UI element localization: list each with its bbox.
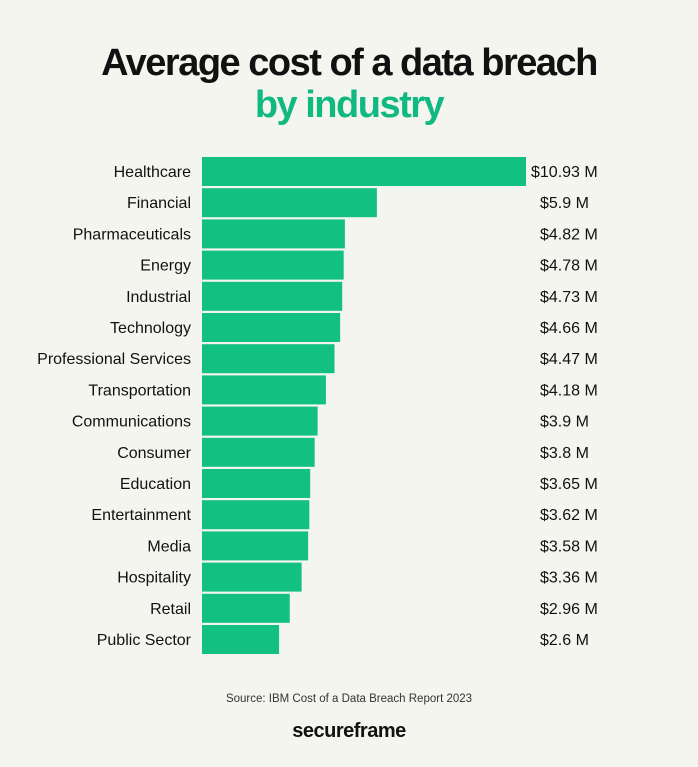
category-label: Public Sector <box>97 632 192 649</box>
bar-hospitality <box>202 562 302 592</box>
bar-industrial <box>202 281 343 311</box>
bar-energy <box>202 250 344 280</box>
value-label: $3.65 M <box>540 476 598 493</box>
value-label: $4.47 M <box>540 351 598 368</box>
bar-technology <box>202 313 341 342</box>
bar-healthcare <box>202 157 526 186</box>
bar-pharmaceuticals <box>202 219 345 249</box>
bar-financial <box>202 188 377 218</box>
value-label: $3.8 M <box>540 445 589 462</box>
chart-title-line1: Average cost of a data breach <box>101 42 598 84</box>
value-label: $3.62 M <box>540 507 598 524</box>
category-label: Technology <box>110 320 191 337</box>
value-label: $4.82 M <box>540 226 598 243</box>
source-note: Source: IBM Cost of a Data Breach Report… <box>225 693 473 705</box>
category-label: Communications <box>72 414 191 431</box>
value-label: $3.58 M <box>540 538 598 555</box>
category-label: Retail <box>150 601 191 618</box>
bar-retail <box>202 593 290 623</box>
category-label: Financial <box>127 195 191 212</box>
value-label: $3.36 M <box>540 570 598 587</box>
category-label: Professional Services <box>37 351 191 368</box>
value-label: $10.93 M <box>531 164 598 181</box>
bar-media <box>202 531 309 561</box>
category-label: Entertainment <box>91 507 191 524</box>
value-label: $4.66 M <box>540 320 598 337</box>
category-label: Education <box>120 476 191 493</box>
bar-public-sector <box>202 625 280 654</box>
category-label: Media <box>147 538 191 555</box>
value-label: $2.6 M <box>540 632 589 649</box>
bar-communications <box>202 406 318 436</box>
bar-transportation <box>202 375 326 405</box>
value-label: $4.18 M <box>540 382 598 399</box>
chart-title-line2: by industry <box>254 84 445 126</box>
value-label: $5.9 M <box>540 195 589 212</box>
category-label: Healthcare <box>114 164 191 181</box>
value-label: $3.9 M <box>540 414 589 431</box>
bar-chart: Healthcare $10.93 M Financial $5.9 M Pharmac… <box>37 157 598 654</box>
bar-entertainment <box>202 500 310 530</box>
bar-professional-services <box>202 344 335 374</box>
bar-consumer <box>202 437 315 467</box>
category-label: Transportation <box>88 382 191 399</box>
category-label: Industrial <box>126 289 191 306</box>
category-label: Energy <box>140 258 191 275</box>
bar-education <box>202 469 311 498</box>
value-label: $4.73 M <box>540 289 598 306</box>
value-label: $4.78 M <box>540 258 598 275</box>
brand-logo: secureframe <box>292 720 406 742</box>
value-label: $2.96 M <box>540 601 598 618</box>
category-label: Pharmaceuticals <box>73 226 191 243</box>
category-label: Consumer <box>117 445 191 462</box>
category-label: Hospitality <box>117 570 191 587</box>
